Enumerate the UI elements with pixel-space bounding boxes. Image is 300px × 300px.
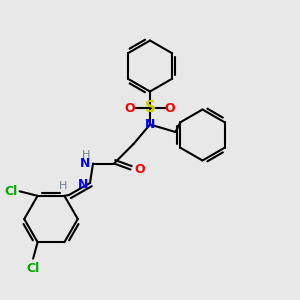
Text: N: N	[80, 157, 90, 170]
Text: N: N	[145, 118, 155, 131]
Text: H: H	[59, 182, 68, 191]
Text: O: O	[134, 163, 145, 176]
Text: H: H	[82, 151, 90, 160]
Text: N: N	[78, 178, 88, 191]
Text: S: S	[145, 100, 155, 116]
Text: Cl: Cl	[26, 262, 40, 275]
Text: O: O	[124, 101, 135, 115]
Text: O: O	[165, 101, 176, 115]
Text: Cl: Cl	[5, 185, 18, 198]
